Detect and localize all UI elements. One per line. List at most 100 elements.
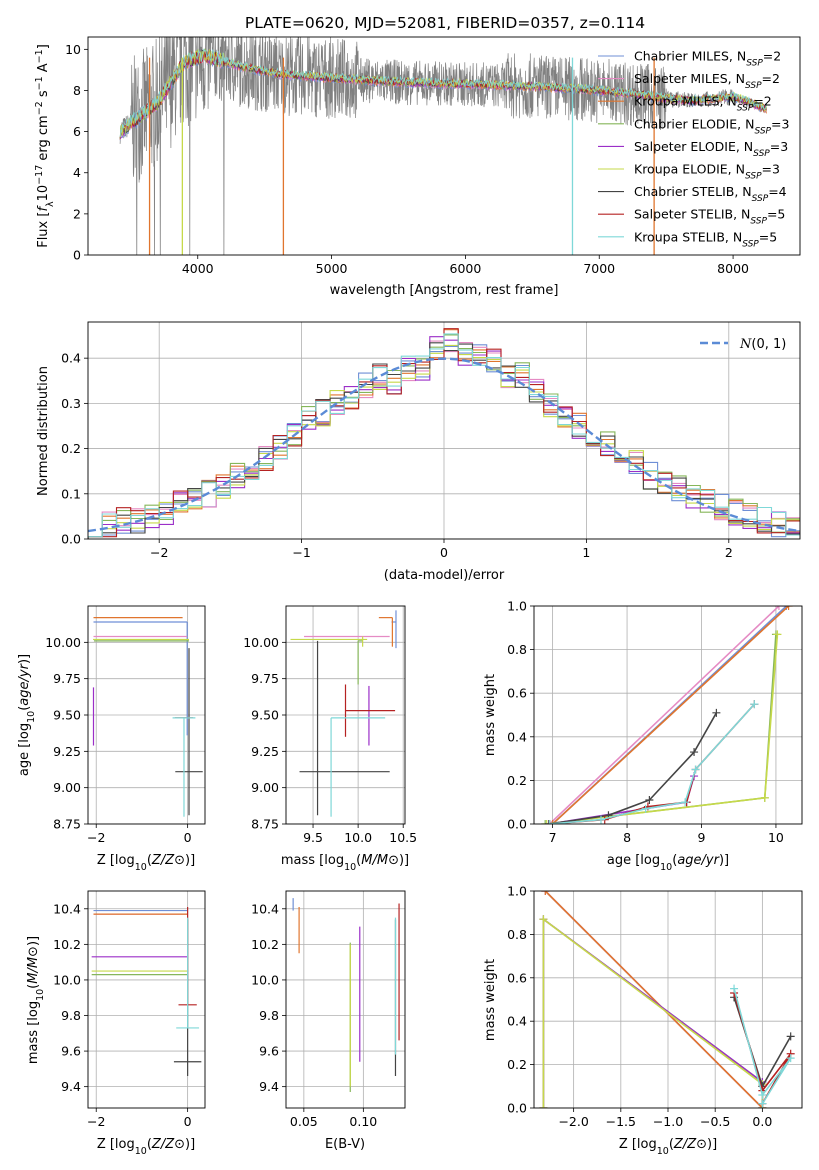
label-sub: 10 <box>660 862 672 873</box>
legend-label-sub: SSP <box>752 194 769 204</box>
weight-marker <box>542 820 551 824</box>
plot-area <box>88 891 205 1108</box>
legend-label-prefix: Kroupa MILES, N <box>634 94 737 109</box>
plot-area <box>119 37 767 255</box>
label-italic: age/yr <box>677 853 720 868</box>
y-label-part: ] <box>36 44 51 49</box>
y-tick-label: 10.00 <box>243 635 279 650</box>
label-italic: Z/Z <box>151 1137 175 1152</box>
weight-line <box>733 988 792 1105</box>
y-tick-label: 0.3 <box>61 396 81 411</box>
legend-label-sub: SSP <box>746 59 763 69</box>
axes-frame <box>533 890 803 1109</box>
legend-label-prefix: Salpeter MILES, N <box>634 71 745 86</box>
y-tick-label: 6 <box>73 124 81 139</box>
errorbar-point <box>175 648 203 816</box>
y-tick-label: 10.2 <box>251 937 279 952</box>
label-part: Z [log <box>619 1137 657 1152</box>
label-part: age [log <box>607 853 660 868</box>
y-label-part: A <box>36 63 51 76</box>
y-label-part: λ <box>45 201 56 207</box>
weight-marker <box>641 804 650 813</box>
legend-label: Salpeter ELODIE, NSSP=3 <box>634 139 788 159</box>
x-tick-label: 0.10 <box>349 1114 377 1129</box>
plot-area <box>88 322 800 539</box>
x-tick-label: −1.5 <box>606 1114 636 1129</box>
normal-reference-curve <box>88 357 800 533</box>
legend-label-symbol: N <box>739 337 752 352</box>
label-italic: M/M <box>361 853 388 868</box>
label-part: ( <box>26 984 41 989</box>
label-part: ⊙)] <box>26 936 41 957</box>
x-tick-label: 7 <box>549 830 557 845</box>
axes-frame <box>87 890 206 1109</box>
legend-label-sub: SSP <box>737 104 754 114</box>
axes-frame <box>87 321 801 540</box>
x-tick-label: 9.5 <box>303 830 323 845</box>
label-part: mass [log <box>26 1001 41 1064</box>
legend-label: Chabrier STELIB, NSSP=4 <box>634 184 787 204</box>
label-part: mass [log <box>281 853 344 868</box>
panel-6: −2 09.49.69.810.010.210.4Z [log10(Z/Z⊙)]m… <box>26 890 206 1157</box>
label-part: ( <box>356 853 361 868</box>
legend-label-prefix: Salpeter ELODIE, N <box>634 139 753 154</box>
weight-marker <box>541 820 550 824</box>
label-part: ( <box>17 706 32 711</box>
legend-label-suffix: =3 <box>762 162 780 177</box>
label-sub: 10 <box>35 989 46 1001</box>
weight-marker <box>760 793 769 802</box>
legend-label-prefix: Chabrier ELODIE, N <box>634 116 754 131</box>
legend-label-prefix: Kroupa ELODIE, N <box>634 162 745 177</box>
label-sub: 10 <box>135 1146 147 1157</box>
weight-marker <box>712 708 721 717</box>
x-tick-label: 6000 <box>450 261 482 276</box>
x-axis-label: E(B-V) <box>325 1137 365 1152</box>
y-tick-label: 0.8 <box>507 642 527 657</box>
label-part: Z [log <box>97 1137 135 1152</box>
legend-label-suffix: =5 <box>759 229 777 244</box>
errorbar-point <box>357 640 363 685</box>
weight-marker <box>539 1104 548 1108</box>
weight-marker <box>544 820 553 824</box>
model-spectrum <box>119 48 767 138</box>
y-tick-label: 10.0 <box>251 972 279 987</box>
label-part: )] <box>719 853 729 868</box>
legend-label-suffix: =5 <box>767 207 785 222</box>
y-tick-label: 9.25 <box>53 744 81 759</box>
label-sub: 10 <box>26 711 37 723</box>
x-tick-label: 5000 <box>316 261 348 276</box>
label-italic: Z/Z <box>151 853 175 868</box>
x-tick-label: −2.0 <box>558 1114 588 1129</box>
x-tick-label: 1 <box>582 545 590 560</box>
model-residual-histogram <box>88 333 800 539</box>
label-part: ( <box>669 1137 674 1152</box>
plot-area <box>88 606 205 824</box>
legend-label-sub: SSP <box>754 126 771 136</box>
y-tick-label: 0.4 <box>61 351 81 366</box>
y-tick-label: 0.2 <box>507 773 527 788</box>
x-tick-label: 0.05 <box>290 1114 318 1129</box>
axes-frame <box>285 890 406 1109</box>
y-tick-label: 9.4 <box>259 1079 279 1094</box>
x-tick-label: −2 <box>87 830 105 845</box>
errorbar-point <box>290 636 368 647</box>
x-tick-label: 9 <box>698 830 706 845</box>
errorbar-point <box>176 917 200 1029</box>
axes-frame <box>87 605 206 825</box>
legend-label: Kroupa ELODIE, NSSP=3 <box>634 162 780 182</box>
y-tick-label: 9.50 <box>53 708 81 723</box>
label-part: ⊙)] <box>174 853 195 868</box>
weight-marker <box>691 765 700 774</box>
y-tick-label: 0 <box>73 248 81 263</box>
y-label-part: −1 <box>34 76 45 90</box>
legend-label-sub: SSP <box>745 81 762 91</box>
y-label-part: s <box>36 90 51 101</box>
y-tick-label: 0.4 <box>507 729 527 744</box>
y-tick-label: 9.00 <box>53 780 81 795</box>
weight-marker <box>786 1032 795 1041</box>
y-tick-label: 0.0 <box>507 1101 527 1116</box>
